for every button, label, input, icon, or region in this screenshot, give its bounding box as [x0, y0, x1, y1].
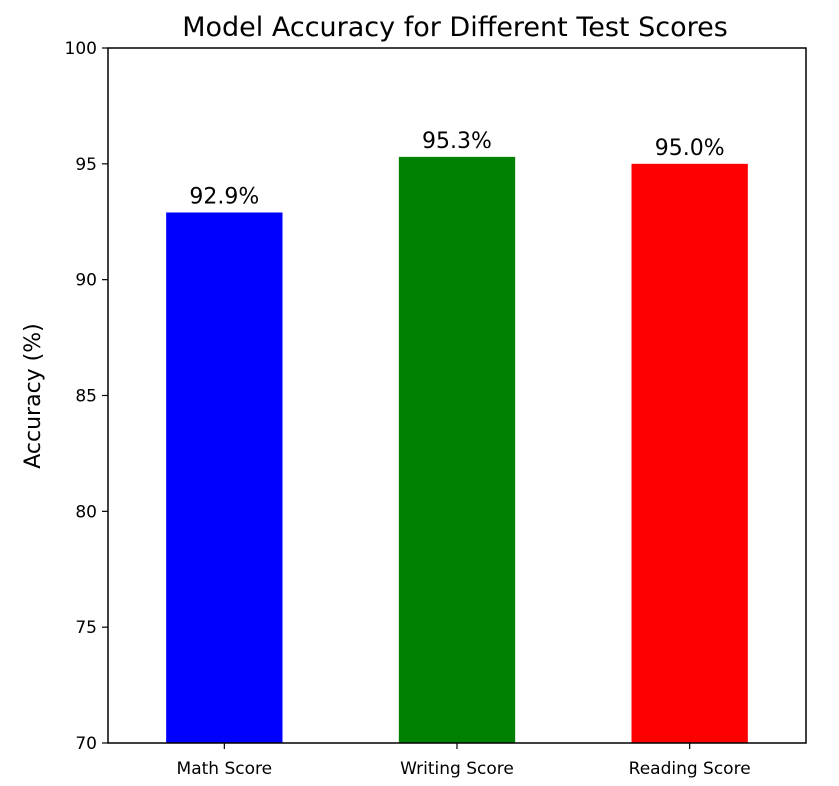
data-labels-group: 92.9% 95.3% 95.0%: [189, 129, 724, 210]
chart-title: Model Accuracy for Different Test Scores: [182, 12, 728, 43]
x-tick-label-reading-score: Reading Score: [629, 759, 751, 779]
y-axis-label: Accuracy (%): [21, 323, 46, 469]
x-tick-label-writing-score: Writing Score: [400, 759, 514, 779]
y-tick-label-100: 100: [65, 39, 97, 59]
bar-math-score: [166, 212, 283, 743]
y-tick-label-85: 85: [75, 387, 97, 407]
y-tick-label-95: 95: [75, 155, 97, 175]
bar-reading-score: [631, 163, 748, 744]
data-label-math-score: 92.9%: [189, 184, 259, 209]
bars-group: [166, 156, 748, 744]
y-axis-ticks: 70 75 80 85 90 95 100: [65, 39, 108, 754]
y-tick-label-90: 90: [75, 271, 97, 291]
y-tick-label-70: 70: [75, 734, 97, 754]
plot-area-frame: [107, 47, 807, 744]
y-tick-label-80: 80: [75, 502, 97, 522]
x-tick-label-math-score: Math Score: [177, 759, 273, 779]
bar-writing-score: [398, 156, 516, 744]
x-axis-ticks: Math Score Writing Score Reading Score: [177, 743, 751, 779]
data-label-reading-score: 95.0%: [655, 136, 725, 161]
data-label-writing-score: 95.3%: [422, 129, 492, 154]
y-tick-label-75: 75: [75, 618, 97, 638]
